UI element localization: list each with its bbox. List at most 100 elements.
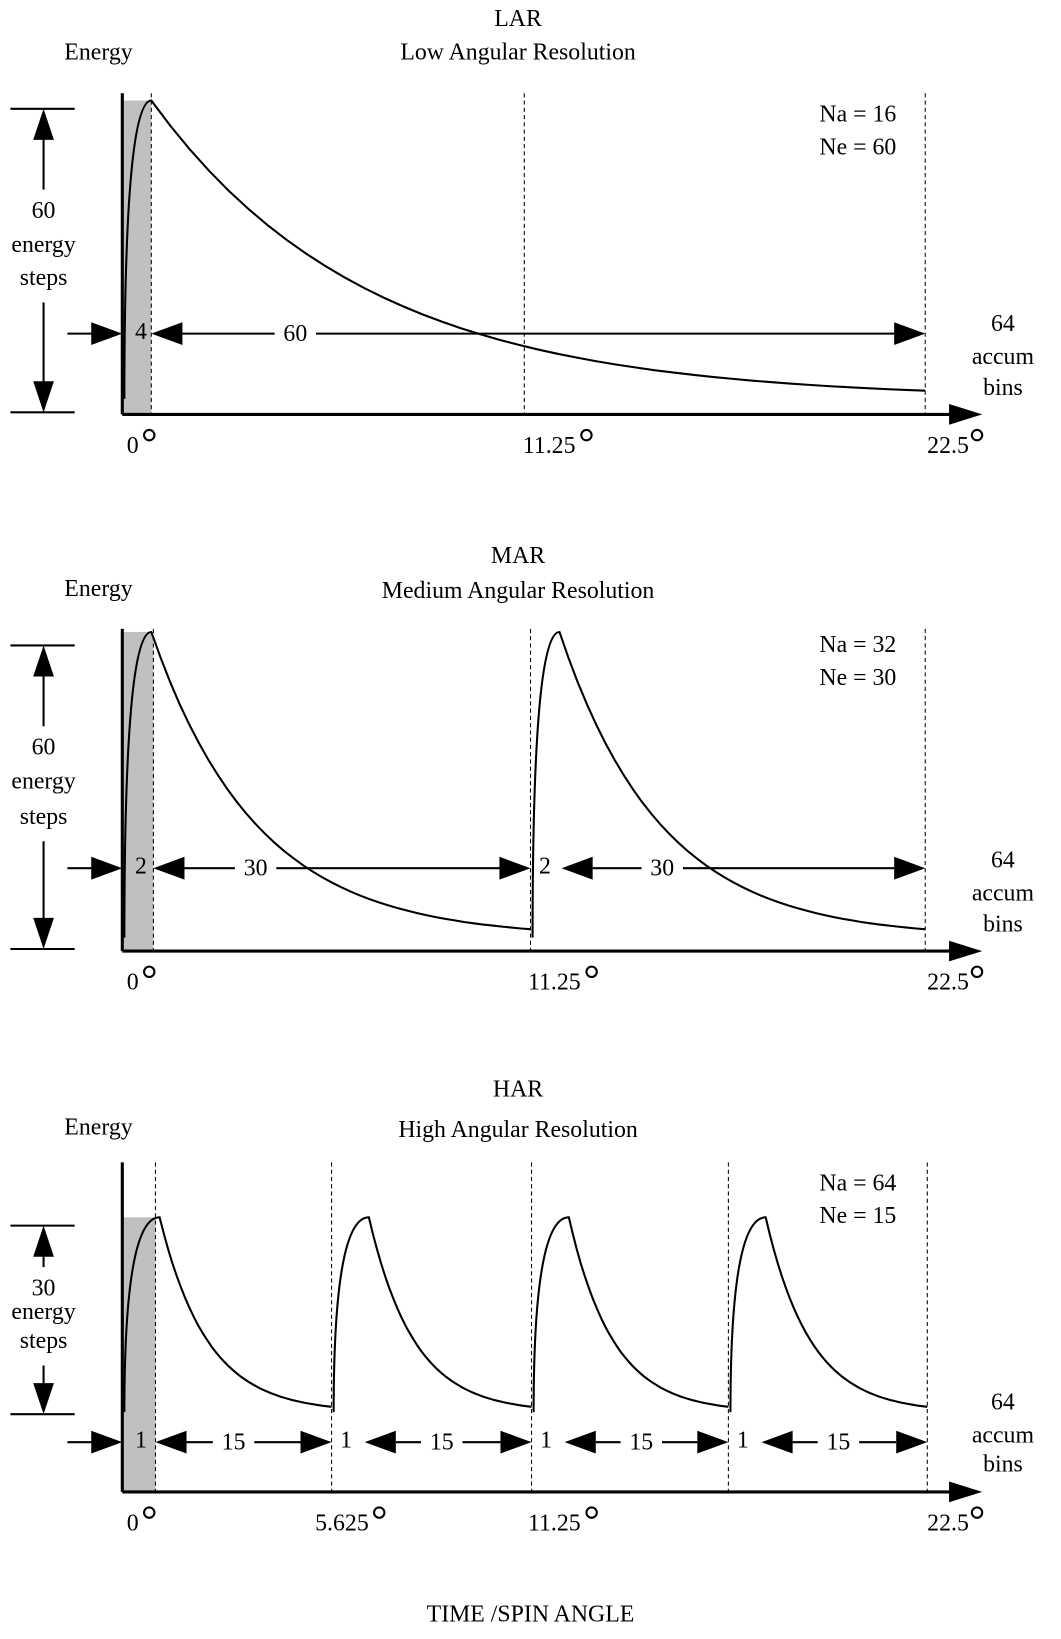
degree-sign bbox=[970, 1506, 984, 1519]
panel-title: HAR bbox=[493, 1076, 543, 1102]
energy-curve bbox=[123, 99, 926, 399]
interval-label: 1 bbox=[737, 1428, 749, 1454]
first-bin bbox=[122, 1217, 156, 1492]
arrowhead bbox=[91, 856, 123, 880]
angle-label: 11.25 bbox=[528, 1511, 581, 1537]
arrowhead bbox=[949, 404, 983, 425]
interval-label: 15 bbox=[629, 1430, 653, 1456]
arrowhead bbox=[91, 1430, 123, 1454]
bins-label: bins bbox=[983, 1451, 1023, 1477]
bins-label: 64 bbox=[991, 847, 1015, 873]
arrowhead bbox=[894, 322, 926, 345]
param: Ne = 30 bbox=[819, 665, 896, 691]
bins-label: 64 bbox=[991, 1389, 1015, 1415]
angle-label: 22.5 bbox=[927, 970, 969, 996]
arrowhead bbox=[33, 108, 54, 140]
bins-label: bins bbox=[983, 912, 1023, 938]
angle-label: 0 bbox=[127, 433, 139, 459]
footer: TIME /SPIN ANGLE bbox=[427, 1602, 635, 1628]
arrowhead bbox=[155, 1430, 187, 1454]
angle-label: 11.25 bbox=[523, 433, 576, 459]
angle-label: 0 bbox=[127, 1511, 139, 1537]
param: Na = 16 bbox=[819, 102, 896, 128]
arrowhead bbox=[33, 917, 54, 950]
interval-label: 1 bbox=[135, 1428, 147, 1454]
angle-label: 5.625 bbox=[315, 1511, 369, 1537]
degree-sign bbox=[143, 1506, 156, 1519]
bins-label: accum bbox=[972, 344, 1035, 370]
degree-sign bbox=[373, 1506, 386, 1519]
arrowhead bbox=[697, 1430, 729, 1454]
energy-curve bbox=[123, 630, 531, 938]
arrowhead bbox=[894, 856, 926, 880]
energy-curve bbox=[332, 1216, 532, 1413]
param: Ne = 15 bbox=[819, 1203, 896, 1229]
steps-label: 60 bbox=[32, 735, 56, 761]
bins-label: accum bbox=[972, 881, 1035, 907]
arrowhead bbox=[561, 856, 593, 880]
arrowhead bbox=[33, 381, 54, 413]
steps-label: steps bbox=[20, 265, 68, 291]
bins-label: accum bbox=[972, 1422, 1035, 1448]
degree-sign bbox=[143, 428, 156, 442]
degree-sign bbox=[580, 428, 593, 442]
interval-label: 4 bbox=[135, 319, 147, 345]
energy-curve bbox=[729, 1216, 928, 1413]
angle-label: 22.5 bbox=[927, 1511, 969, 1537]
interval-label: 15 bbox=[222, 1430, 246, 1456]
interval-label: 30 bbox=[650, 856, 674, 882]
steps-label: steps bbox=[20, 1328, 68, 1354]
degree-sign bbox=[970, 965, 984, 979]
arrowhead bbox=[896, 1430, 928, 1454]
energy-curve bbox=[532, 1216, 729, 1413]
steps-label: energy bbox=[11, 1299, 75, 1325]
interval-label: 2 bbox=[539, 854, 551, 880]
arrowhead bbox=[364, 1430, 396, 1454]
axis-label: Energy bbox=[64, 1115, 132, 1141]
arrowhead bbox=[300, 1430, 332, 1454]
panel-subtitle: High Angular Resolution bbox=[398, 1117, 638, 1143]
angle-label: 0 bbox=[127, 970, 139, 996]
arrowhead bbox=[33, 1383, 54, 1415]
angle-label: 11.25 bbox=[528, 970, 581, 996]
interval-label: 2 bbox=[135, 854, 147, 880]
energy-curve bbox=[123, 1216, 332, 1413]
arrowhead bbox=[33, 645, 54, 677]
angle-label: 22.5 bbox=[927, 433, 969, 459]
panel-title: MAR bbox=[491, 543, 545, 569]
energy-curve bbox=[531, 630, 926, 938]
param: Na = 64 bbox=[819, 1171, 896, 1197]
interval-label: 1 bbox=[540, 1428, 552, 1454]
arrowhead bbox=[153, 856, 185, 880]
steps-label: 30 bbox=[32, 1275, 56, 1301]
degree-sign bbox=[585, 1506, 598, 1519]
steps-label: 60 bbox=[32, 198, 56, 224]
degree-sign bbox=[585, 965, 598, 979]
arrowhead bbox=[761, 1430, 793, 1454]
arrowhead bbox=[151, 322, 183, 345]
arrowhead bbox=[949, 940, 983, 962]
arrowhead bbox=[91, 322, 123, 345]
arrowhead bbox=[949, 1481, 983, 1503]
bins-label: bins bbox=[983, 375, 1023, 401]
degree-sign bbox=[143, 965, 156, 979]
steps-label: energy bbox=[11, 769, 75, 795]
axis-label: Energy bbox=[64, 576, 132, 602]
panel-title: LAR bbox=[494, 6, 542, 32]
steps-label: energy bbox=[11, 232, 75, 258]
steps-label: steps bbox=[20, 804, 68, 830]
arrowhead bbox=[564, 1430, 596, 1454]
panel-subtitle: Low Angular Resolution bbox=[400, 39, 636, 65]
arrowhead bbox=[500, 1430, 532, 1454]
interval-label: 1 bbox=[340, 1428, 352, 1454]
interval-label: 15 bbox=[827, 1430, 851, 1456]
interval-label: 15 bbox=[430, 1430, 454, 1456]
axis-label: Energy bbox=[64, 39, 132, 65]
param: Na = 32 bbox=[819, 632, 896, 658]
degree-sign bbox=[970, 428, 984, 442]
arrowhead bbox=[499, 856, 531, 880]
interval-label: 60 bbox=[283, 321, 307, 347]
first-bin bbox=[122, 631, 154, 952]
arrowhead bbox=[33, 1225, 54, 1257]
